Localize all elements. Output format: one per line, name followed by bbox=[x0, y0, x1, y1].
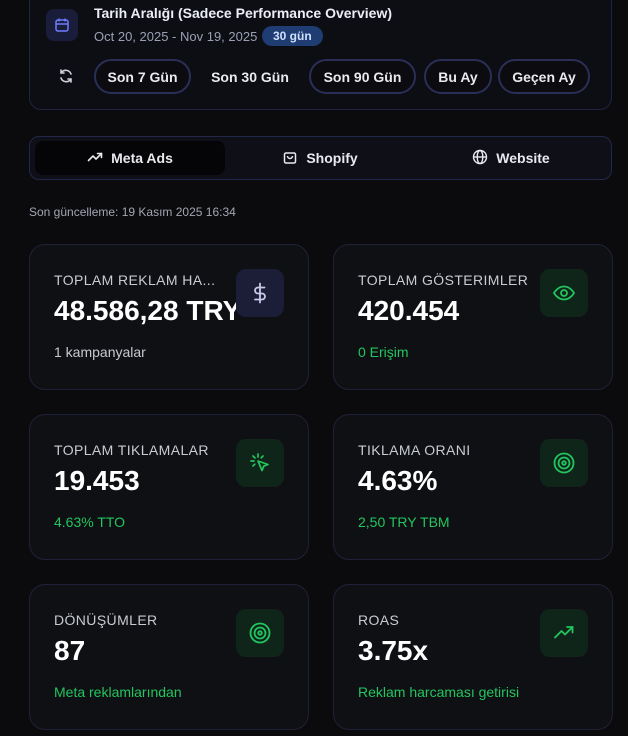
metric-value: 87 bbox=[54, 635, 86, 666]
shopping-bag-icon bbox=[282, 149, 298, 168]
preset-this-month-button[interactable]: Bu Ay bbox=[424, 59, 492, 94]
trending-up-icon bbox=[540, 609, 588, 657]
metric-sub: 0 Erişim bbox=[358, 344, 409, 360]
metric-sub: 1 kampanyalar bbox=[54, 344, 146, 360]
metric-label: ROAS bbox=[358, 612, 400, 628]
metric-value: 4.63% bbox=[358, 465, 438, 496]
metric-value: 19.453 bbox=[54, 465, 140, 496]
metric-card-total-spend: TOPLAM REKLAM HA... 48.586,28 TRY 1 kamp… bbox=[29, 244, 309, 390]
globe-icon bbox=[472, 149, 488, 168]
preset-last-90-days-button[interactable]: Son 90 Gün bbox=[309, 59, 416, 94]
tab-label: Meta Ads bbox=[111, 150, 173, 166]
target-icon bbox=[540, 439, 588, 487]
eye-icon bbox=[540, 269, 588, 317]
metric-sub: Meta reklamlarından bbox=[54, 684, 182, 700]
days-badge: 30 gün bbox=[262, 26, 323, 46]
metric-sub: Reklam harcaması getirisi bbox=[358, 684, 520, 700]
tab-website[interactable]: Website bbox=[415, 141, 607, 175]
tab-label: Website bbox=[496, 150, 550, 166]
metric-card-clicks: TOPLAM TIKLAMALAR 19.453 4.63% TTO bbox=[29, 414, 309, 560]
metric-label: TOPLAM GÖSTERIMLER bbox=[358, 272, 529, 288]
tab-shopify[interactable]: Shopify bbox=[225, 141, 415, 175]
refresh-icon[interactable] bbox=[57, 67, 75, 85]
metric-value: 3.75x bbox=[358, 635, 429, 666]
metric-label: DÖNÜŞÜMLER bbox=[54, 612, 158, 628]
date-range-text: Oct 20, 2025 - Nov 19, 2025 bbox=[94, 29, 258, 44]
last-update-text: Son güncelleme: 19 Kasım 2025 16:34 bbox=[29, 205, 236, 219]
dollar-icon bbox=[236, 269, 284, 317]
tab-meta-ads[interactable]: Meta Ads bbox=[35, 141, 225, 175]
metric-value: 48.586,28 TRY bbox=[54, 295, 242, 326]
metric-card-ctr: TIKLAMA ORANI 4.63% 2,50 TRY TBM bbox=[333, 414, 613, 560]
metric-sub: 4.63% TTO bbox=[54, 514, 126, 530]
metric-card-impressions: TOPLAM GÖSTERIMLER 420.454 0 Erişim bbox=[333, 244, 613, 390]
metric-label: TIKLAMA ORANI bbox=[358, 442, 471, 458]
preset-last-30-days-button[interactable]: Son 30 Gün bbox=[198, 59, 302, 94]
preset-last-7-days-button[interactable]: Son 7 Gün bbox=[94, 59, 191, 94]
metric-value: 420.454 bbox=[358, 295, 460, 326]
metric-card-conversions: DÖNÜŞÜMLER 87 Meta reklamlarından bbox=[29, 584, 309, 730]
metric-label: TOPLAM TIKLAMALAR bbox=[54, 442, 209, 458]
tab-label: Shopify bbox=[306, 150, 358, 166]
preset-last-month-button[interactable]: Geçen Ay bbox=[498, 59, 590, 94]
cursor-click-icon bbox=[236, 439, 284, 487]
target-icon bbox=[236, 609, 284, 657]
metric-card-roas: ROAS 3.75x Reklam harcaması getirisi bbox=[333, 584, 613, 730]
metric-sub: 2,50 TRY TBM bbox=[358, 514, 450, 530]
trending-up-icon bbox=[87, 149, 103, 168]
calendar-icon bbox=[46, 9, 78, 41]
date-range-title: Tarih Aralığı (Sadece Performance Overvi… bbox=[94, 5, 393, 21]
metric-label: TOPLAM REKLAM HA... bbox=[54, 272, 216, 288]
